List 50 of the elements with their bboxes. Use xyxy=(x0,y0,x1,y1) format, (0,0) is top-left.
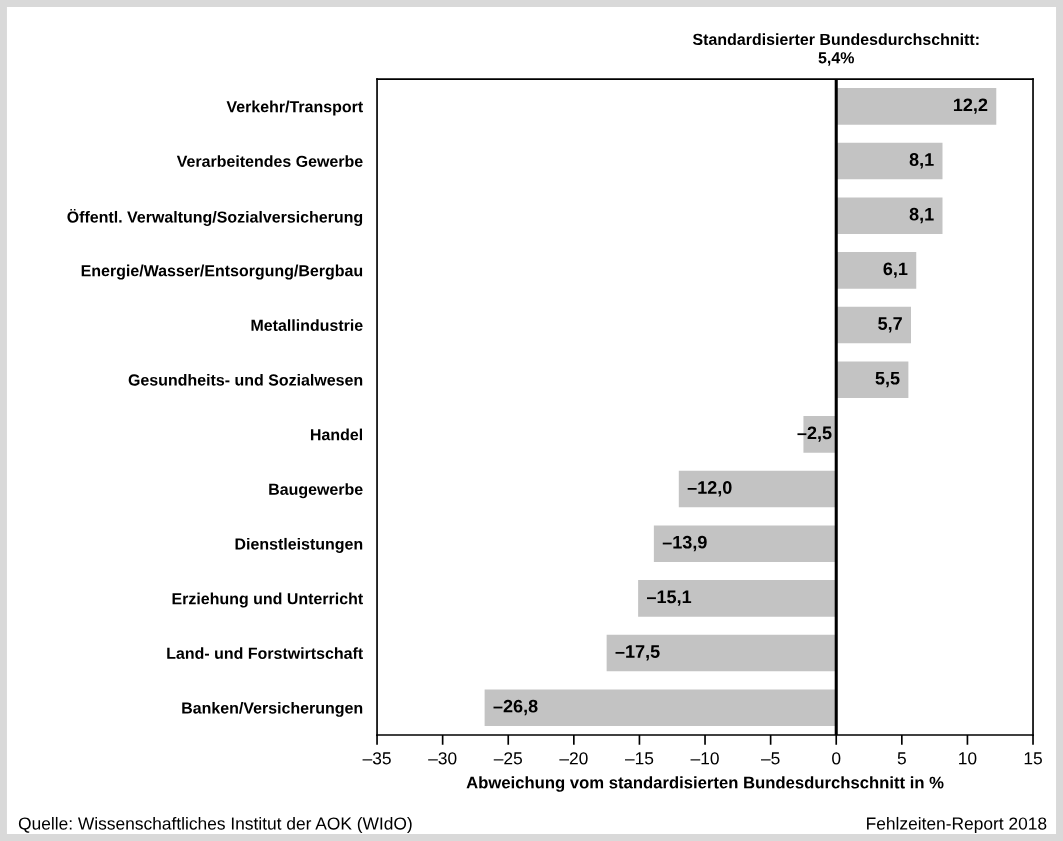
y-tick-label: Metallindustrie xyxy=(251,319,363,331)
data-label: –13,9 xyxy=(662,535,707,552)
x-tick-label: 0 xyxy=(832,752,841,765)
text: Standardisierter Bundesdurchschnitt: 5,4% xyxy=(692,33,979,66)
data-label: 12,2 xyxy=(953,98,988,114)
data-label: –12,0 xyxy=(687,481,732,497)
data-label: 5,5 xyxy=(875,371,900,388)
bar xyxy=(606,634,837,672)
y-tick-label: Baugewerbe xyxy=(269,483,363,499)
x-axis-title: Abweichung vom standardisierten Bundesdurchschnitt in % xyxy=(466,776,944,792)
y-tick-label: Energie/Wasser/Entsorgung/Bergbau xyxy=(81,264,363,280)
y-tick-label: Gesundheits- und Sozialwesen xyxy=(128,373,363,386)
data-label: 8,1 xyxy=(909,207,934,224)
bar xyxy=(836,142,943,180)
bar xyxy=(836,306,912,344)
x-tick-label: –35 xyxy=(362,752,391,765)
data-label: –15,1 xyxy=(647,590,692,606)
x-tick-label: –25 xyxy=(493,752,522,765)
x-tick-label: –10 xyxy=(690,752,719,765)
bar xyxy=(653,525,837,563)
bar xyxy=(836,88,997,125)
y-tick-label: Land- und Forstwirtschaft xyxy=(167,647,363,659)
bar xyxy=(836,252,917,289)
bar xyxy=(836,197,943,235)
bar xyxy=(678,470,837,508)
y-tick-label: Öffentl. Verwaltung/Sozialversicherung xyxy=(67,208,363,226)
bar xyxy=(638,580,837,617)
y-tick-label: Verarbeitendes Gewerbe xyxy=(176,155,363,167)
data-label: 6,1 xyxy=(883,262,908,278)
x-tick-label: 5 xyxy=(897,752,906,765)
y-tick-label: Banken/Versicherungen xyxy=(182,701,363,717)
x-tick-label: –15 xyxy=(624,752,654,765)
data-label: 8,1 xyxy=(909,153,934,169)
source-note: Quelle: Wissenschaftliches Institut der AOK (WIdO) xyxy=(18,816,412,834)
y-tick-label: Handel xyxy=(310,428,363,441)
y-tick-label: Erziehung und Unterricht xyxy=(172,592,363,608)
data-label: –17,5 xyxy=(615,645,660,661)
bar xyxy=(836,361,909,399)
data-label: –26,8 xyxy=(493,699,538,716)
y-tick-label: Dienstleistungen xyxy=(235,537,363,553)
text: Fehlzeiten-Report 2018 xyxy=(867,816,1047,834)
data-label: 5,7 xyxy=(878,317,902,333)
y-tick-label: Verkehr/Transport xyxy=(226,100,363,116)
data-label: –2,5 xyxy=(797,426,832,442)
x-tick-label: –20 xyxy=(559,752,588,765)
bar xyxy=(484,689,837,727)
x-tick-label: –5 xyxy=(760,752,780,765)
x-tick-label: 10 xyxy=(959,752,977,765)
x-tick-label: 15 xyxy=(1024,752,1042,765)
x-tick-label: –30 xyxy=(428,752,457,765)
